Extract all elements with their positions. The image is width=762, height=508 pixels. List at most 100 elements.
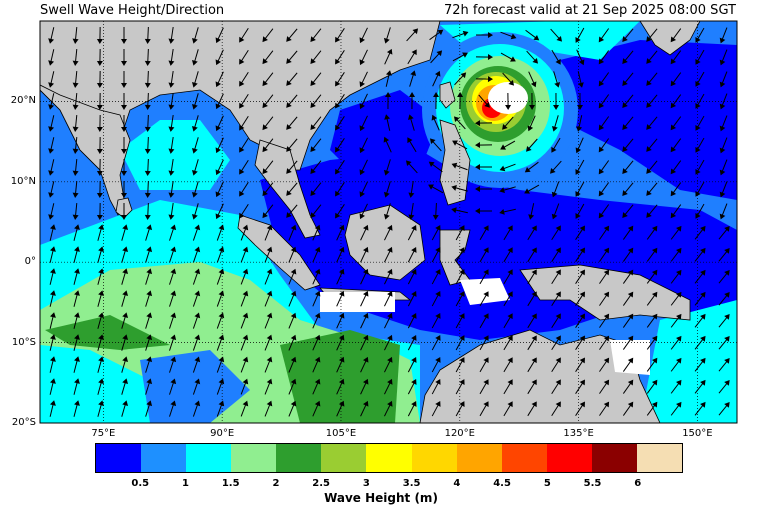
swell-arrow: [384, 334, 393, 351]
swell-arrow: [191, 115, 199, 132]
swell-arrow: [384, 312, 393, 329]
swell-arrow: [286, 204, 298, 218]
swell-arrow: [598, 94, 610, 109]
swell-arrow: [240, 312, 249, 329]
swell-arrow: [599, 269, 610, 284]
swell-arrow: [622, 182, 634, 196]
swell-arrow: [646, 335, 658, 350]
swell-arrow: [168, 71, 175, 88]
swell-arrow: [670, 72, 682, 87]
swell-arrow: [262, 204, 274, 219]
swell-arrow: [72, 158, 79, 176]
swell-arrow: [239, 71, 249, 87]
swell-arrow: [96, 136, 103, 154]
swell-arrow: [527, 335, 537, 351]
swell-arrow: [695, 181, 705, 197]
swell-arrow: [646, 357, 658, 372]
swell-arrow: [264, 334, 273, 351]
swell-arrow: [646, 379, 658, 394]
swell-arrow: [694, 291, 706, 306]
swell-arrow: [577, 71, 584, 88]
swell-arrow: [192, 400, 201, 417]
swell-arrow: [670, 182, 682, 197]
swell-arrow: [695, 203, 705, 219]
swell-arrow: [360, 356, 369, 373]
colorbar-tick-label: 4: [453, 478, 461, 489]
swell-arrow: [646, 160, 658, 174]
latitude-label: 20°S: [11, 417, 36, 428]
swell-arrow: [169, 378, 177, 395]
swell-arrow: [121, 290, 129, 307]
swell-arrow: [551, 181, 560, 198]
longitude-label: 75°E: [91, 428, 116, 439]
swell-arrow: [192, 268, 201, 285]
swell-arrow: [718, 402, 730, 416]
swell-arrow: [335, 72, 345, 87]
swell-arrow: [72, 180, 79, 198]
swell-arrow: [360, 268, 369, 285]
swell-arrow: [670, 357, 682, 372]
swell-arrow: [646, 313, 658, 328]
swell-arrow: [622, 335, 634, 350]
map-frame: [39, 20, 738, 424]
colorbar-swatch: [366, 444, 412, 472]
colorbar-tick-label: 4.5: [493, 478, 511, 489]
swell-arrow: [718, 314, 730, 328]
swell-arrow: [120, 180, 127, 198]
band-cyan-east: [640, 300, 737, 423]
swell-arrow: [262, 116, 274, 131]
swell-arrow: [360, 334, 369, 351]
swell-arrow: [48, 71, 55, 88]
colorbar-swatch: [411, 444, 457, 472]
colorbar-swatch: [276, 444, 322, 472]
swell-arrow: [694, 247, 706, 262]
swell-arrow: [694, 313, 706, 328]
swell-arrow: [407, 378, 417, 395]
swell-arrow: [72, 202, 79, 220]
white-area-java-sea: [320, 292, 395, 312]
land-borneo: [344, 204, 426, 281]
swell-arrow: [598, 204, 610, 219]
swell-arrow: [431, 269, 441, 285]
swell-arrow: [191, 181, 199, 198]
swell-arrow: [577, 92, 584, 110]
swell-arrow: [49, 290, 56, 307]
swell-arrow: [145, 334, 153, 351]
swell-arrow: [360, 312, 369, 329]
swell-arrow: [719, 181, 728, 198]
swell-arrow: [622, 225, 634, 240]
swell-arrow: [49, 246, 56, 263]
swell-arrow: [503, 379, 513, 395]
swell-arrow: [48, 181, 55, 198]
swell-arrow: [670, 291, 682, 306]
swell-arrow: [428, 161, 443, 173]
swell-arrow: [431, 313, 441, 329]
swell-arrow: [360, 224, 369, 241]
swell-arrow: [719, 71, 728, 88]
swell-arrow: [622, 357, 634, 372]
swell-arrow: [431, 291, 441, 307]
swell-arrow: [575, 269, 585, 284]
swell-arrow: [575, 291, 585, 306]
swell-arrow: [286, 116, 298, 130]
swell-arrow: [49, 356, 56, 373]
swell-arrow: [622, 50, 634, 64]
swell-arrow: [97, 400, 104, 417]
swell-arrow: [479, 291, 489, 307]
swell-arrow: [286, 72, 298, 86]
swell-arrow: [169, 268, 177, 285]
swell-arrow: [551, 335, 561, 351]
swell-arrow: [239, 93, 249, 109]
colorbar-tick-label: 6: [634, 478, 642, 489]
swell-arrow: [622, 204, 634, 218]
swell-arrow: [646, 138, 658, 152]
swell-arrow: [288, 246, 297, 263]
swell-arrow: [503, 313, 513, 329]
swell-arrow: [168, 49, 175, 66]
swell-arrow: [288, 334, 297, 351]
swell-arrow: [240, 334, 249, 351]
swell-arrow: [527, 291, 537, 307]
swell-arrow: [310, 182, 322, 197]
swell-arrow: [575, 357, 585, 372]
swell-arrow: [48, 49, 55, 66]
